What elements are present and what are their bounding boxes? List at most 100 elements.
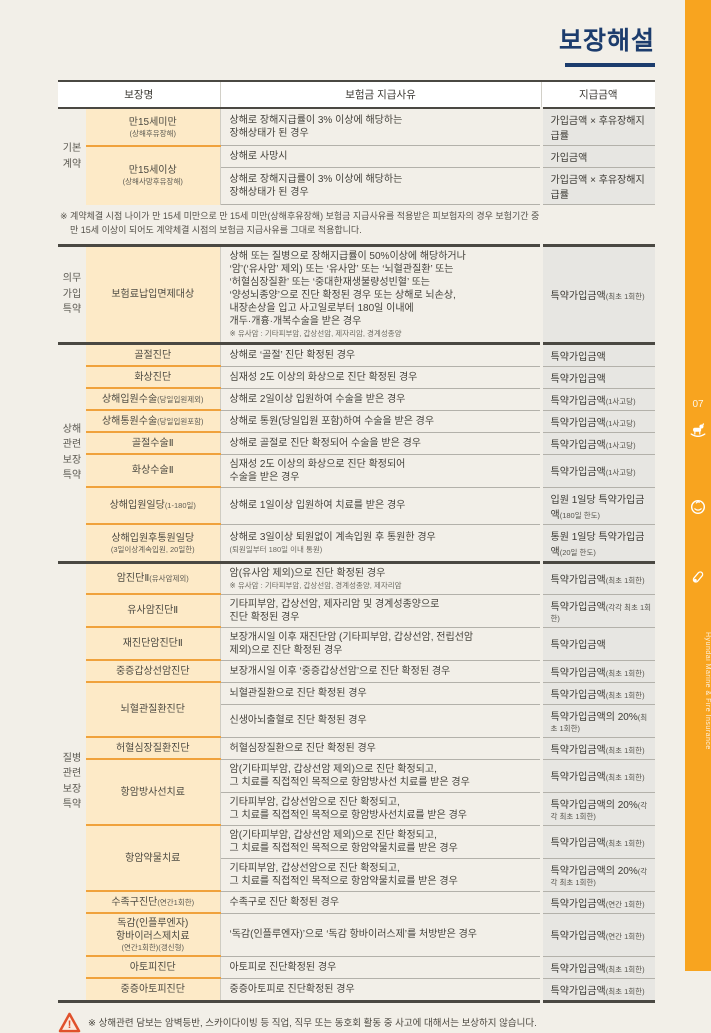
amount-cell: 특약가입금액(최초 1회한): [539, 737, 656, 760]
svg-text:!: !: [68, 1019, 72, 1031]
table-row: 신생아뇌출혈로 진단 확정된 경우 특약가입금액의 20%(최초 1회한): [58, 704, 656, 738]
table-row: 질병 관련 보장 특약 암진단Ⅱ(유사암제외) 암(유사암 제외)으로 진단 확…: [58, 562, 656, 810]
table-row: 기타피부암, 갑상선암으로 진단 확정되고, 그 치료를 직접적인 목적으로 항…: [58, 792, 656, 826]
coverage-table: 보장명 보험금 지급사유 지급금액 기본 계약 만15세미만 (상해후유장해) 상…: [58, 80, 656, 1003]
page-title: 보장해설: [558, 27, 655, 55]
coverage-name-cell: 상해입원후통원일당 (3일이상계속입원, 20일한): [86, 524, 221, 563]
table-row: 의무 가입 특약 보험료납입면제대상 상해 또는 질병으로 장해지급률이 50%…: [58, 245, 656, 344]
reason-cell: 암(기타피부암, 갑상선암 제외)으로 진단 확정되고, 그 치료를 직접적인 …: [220, 825, 542, 859]
table-row: 중증갑상선암진단 보장개시일 이후 ‘중증갑상선암’으로 진단 확정된 경우 특…: [58, 660, 656, 683]
table-header: 보장명 보험금 지급사유 지급금액: [58, 81, 656, 108]
title-underline: [565, 63, 655, 67]
reason-cell: 기타피부암, 갑상선암으로 진단 확정되고, 그 치료를 직접적인 목적으로 항…: [220, 792, 542, 826]
footer-note-text: ※ 상해관련 담보는 암벽등반, 스카이다이빙 등 직업, 직무 또는 동호회 …: [88, 1018, 537, 1030]
table-row: 상해입원일당(1-180일) 상해로 1일이상 입원하여 치료를 받은 경우 입…: [58, 487, 656, 526]
coverage-name-cell: 항암약물치료: [86, 825, 221, 892]
reason-cell: 보장개시일 이후 ‘중증갑상선암’으로 진단 확정된 경우: [220, 660, 542, 683]
table-row: 상해통원수술(당일입원포함) 상해로 통원(당일입원 포함)하여 수술을 받은 …: [58, 410, 656, 434]
coverage-name-cell: 중증아토피진단: [86, 978, 221, 1002]
amount-cell: 특약가입금액(연간 1회한): [539, 913, 656, 957]
amount-cell: 특약가입금액: [539, 366, 656, 389]
coverage-name-cell: 골절진단: [86, 343, 221, 368]
amount-cell: 가입금액: [539, 145, 656, 168]
coverage-name-cell: 독감(인플루엔자) 항바이러스제치료 (연간1회한)(갱신형): [86, 913, 221, 958]
amount-cell: 특약가입금액(최초 1회한): [539, 978, 656, 1002]
amount-cell: 특약가입금액(각각 최초 1회한): [539, 594, 656, 628]
reason-cell: 중증아토피로 진단확정된 경우: [220, 978, 542, 1002]
group-label: 질병 관련 보장 특약: [62, 752, 82, 811]
table-row: 수족구진단(연간1회한) 수족구로 진단 확정된 경우 특약가입금액(연간 1회…: [58, 891, 656, 914]
amount-cell: 특약가입금액의 20%(최초 1회한): [539, 704, 656, 738]
coverage-name-cell: 화상진단: [86, 366, 221, 390]
section-note: ※ 계약체결 시점 나이가 만 15세 미만으로 만 15세 미만(상해후유장해…: [60, 211, 540, 235]
section-basic-contract: 기본 계약 만15세미만 (상해후유장해) 상해로 장해지급률이 3% 이상에 해…: [58, 108, 656, 246]
amount-cell: 특약가입금액(최초 1회한): [539, 245, 656, 344]
amount-cell: 특약가입금액(최초 1회한): [539, 682, 656, 705]
table-row: 화상진단 심재성 2도 이상의 화상으로 진단 확정된 경우 특약가입금액: [58, 366, 656, 390]
reason-cell: 상해로 통원(당일입원 포함)하여 수술을 받은 경우: [220, 410, 542, 433]
amount-cell: 특약가입금액(1사고당): [539, 410, 656, 433]
title-block: 보장해설: [58, 21, 655, 67]
table-row: 기본 계약 만15세미만 (상해후유장해) 상해로 장해지급률이 3% 이상에 해…: [58, 108, 656, 170]
table-row: 골절수술Ⅱ 상해로 골절로 진단 확정되어 수술을 받은 경우 특약가입금액(1…: [58, 432, 656, 456]
reason-cell: ‘독감(인플루엔자)’으로 ‘독감 항바이러스제’를 처방받은 경우: [220, 913, 542, 957]
amount-cell: 특약가입금액: [539, 343, 656, 367]
table-row: 항암약물치료 암(기타피부암, 갑상선암 제외)으로 진단 확정되고, 그 치료…: [58, 825, 656, 892]
section-mandatory-rider: 의무 가입 특약 보험료납입면제대상 상해 또는 질병으로 장해지급률이 50%…: [58, 245, 656, 344]
coverage-name-cell: 상해입원일당(1-180일): [86, 487, 221, 526]
amount-cell: 특약가입금액(1사고당): [539, 454, 656, 488]
section-disease-riders: 질병 관련 보장 특약 암진단Ⅱ(유사암제외) 암(유사암 제외)으로 진단 확…: [58, 562, 656, 1002]
coverage-name-cell: 허혈심장질환진단: [86, 737, 221, 760]
page-content: 보장해설 보장명 보험금 지급사유 지급금액 기본 계약 만15세미만 (상해후유…: [58, 0, 656, 1033]
amount-cell: 특약가입금액의 20%(각각 최초 1회한): [539, 792, 656, 826]
amount-cell: 특약가입금액(최초 1회한): [539, 562, 656, 595]
table-row: 중증아토피진단 중증아토피로 진단확정된 경우 특약가입금액(최초 1회한): [58, 978, 656, 1002]
reason-cell: 허혈심장질환으로 진단 확정된 경우: [220, 737, 542, 760]
reason-cell: 상해로 ‘골절’ 진단 확정된 경우: [220, 343, 542, 367]
reason-cell: 상해로 장해지급률이 3% 이상에 해당하는 장해상태가 된 경우: [220, 167, 542, 205]
table-row: 기타피부암, 갑상선암으로 진단 확정되고, 그 치료를 직접적인 목적으로 항…: [58, 858, 656, 892]
brand-vertical-text: Hyundai Marine & Fire Insurance: [704, 632, 711, 750]
table-row: 아토피진단 아토피로 진단확정된 경우 특약가입금액(최초 1회한): [58, 956, 656, 980]
reason-cell: 뇌혈관질환으로 진단 확정된 경우: [220, 682, 542, 705]
reason-cell: 심재성 2도 이상의 화상으로 진단 확정되어 수술을 받은 경우: [220, 454, 542, 488]
amount-cell: 통원 1일당 특약가입금액(20일 한도): [539, 524, 656, 563]
coverage-name-cell: 재진단암진단Ⅱ: [86, 627, 221, 661]
table-row: 상해입원수술(당일입원제외) 상해로 2일이상 입원하여 수술을 받은 경우 특…: [58, 388, 656, 412]
amount-cell: 특약가입금액(최초 1회한): [539, 825, 656, 859]
group-label: 상해 관련 보장 특약: [62, 423, 82, 482]
amount-cell: 특약가입금액: [539, 627, 656, 661]
table-row: 항암방사선치료 암(기타피부암, 갑상선암 제외)으로 진단 확정되고, 그 치…: [58, 759, 656, 826]
coverage-name-cell: 만15세이상 (상해사망후유장해): [86, 145, 221, 205]
header-payment-amount: 지급금액: [540, 81, 656, 108]
amount-cell: 특약가입금액(연간 1회한): [539, 891, 656, 914]
coverage-name-cell: 상해통원수술(당일입원포함): [86, 410, 221, 434]
table-row: 독감(인플루엔자) 항바이러스제치료 (연간1회한)(갱신형) ‘독감(인플루엔자…: [58, 913, 656, 958]
reason-cell: 상해로 1일이상 입원하여 치료를 받은 경우: [220, 487, 542, 525]
reason-cell: 상해로 장해지급률이 3% 이상에 해당하는 장해상태가 된 경우: [220, 108, 542, 146]
sidebar-tab: 07 Hyundai Marine & Fire Insurance: [685, 0, 711, 971]
coverage-name-cell: 항암방사선치료: [86, 759, 221, 826]
table-row: 재진단암진단Ⅱ 보장개시일 이후 재진단암 (기타피부암, 갑상선암, 전립선암…: [58, 627, 656, 661]
warning-triangle-icon: !: [58, 1012, 81, 1033]
coverage-name-cell: 아토피진단: [86, 956, 221, 980]
coverage-name-cell: 만15세미만 (상해후유장해): [86, 108, 221, 147]
reason-cell: 보장개시일 이후 재진단암 (기타피부암, 갑상선암, 전립선암 제외)으로 진…: [220, 627, 542, 661]
footer-warning: ! ※ 상해관련 담보는 암벽등반, 스카이다이빙 등 직업, 직무 또는 동호…: [58, 1012, 655, 1033]
coverage-name-cell: 뇌혈관질환진단: [86, 682, 221, 738]
amount-cell: 특약가입금액(최초 1회한): [539, 956, 656, 979]
reason-cell: 상해로 2일이상 입원하여 수술을 받은 경우: [220, 388, 542, 411]
reason-cell: 암(기타피부암, 갑상선암 제외)으로 진단 확정되고, 그 치료를 직접적인 …: [220, 759, 542, 793]
reason-cell: 암(유사암 제외)으로 진단 확정된 경우 ※ 유사암 : 기타피부암, 갑상선암…: [220, 562, 542, 595]
reason-cell: 신생아뇌출혈로 진단 확정된 경우: [220, 704, 542, 738]
amount-cell: 특약가입금액(최초 1회한): [539, 660, 656, 683]
table-row: 상해로 장해지급률이 3% 이상에 해당하는 장해상태가 된 경우 가입금액 ×…: [58, 167, 656, 205]
coverage-name-cell: 수족구진단(연간1회한): [86, 891, 221, 914]
group-label: 의무 가입 특약: [62, 273, 82, 316]
amount-cell: 특약가입금액(1사고당): [539, 432, 656, 455]
coverage-name-cell: 암진단Ⅱ(유사암제외): [86, 562, 221, 595]
coverage-name-cell: 중증갑상선암진단: [86, 660, 221, 683]
header-coverage-name: 보장명: [58, 81, 221, 108]
reason-cell: 기타피부암, 갑상선암으로 진단 확정되고, 그 치료를 직접적인 목적으로 항…: [220, 858, 542, 892]
coverage-name-cell: 골절수술Ⅱ: [86, 432, 221, 456]
